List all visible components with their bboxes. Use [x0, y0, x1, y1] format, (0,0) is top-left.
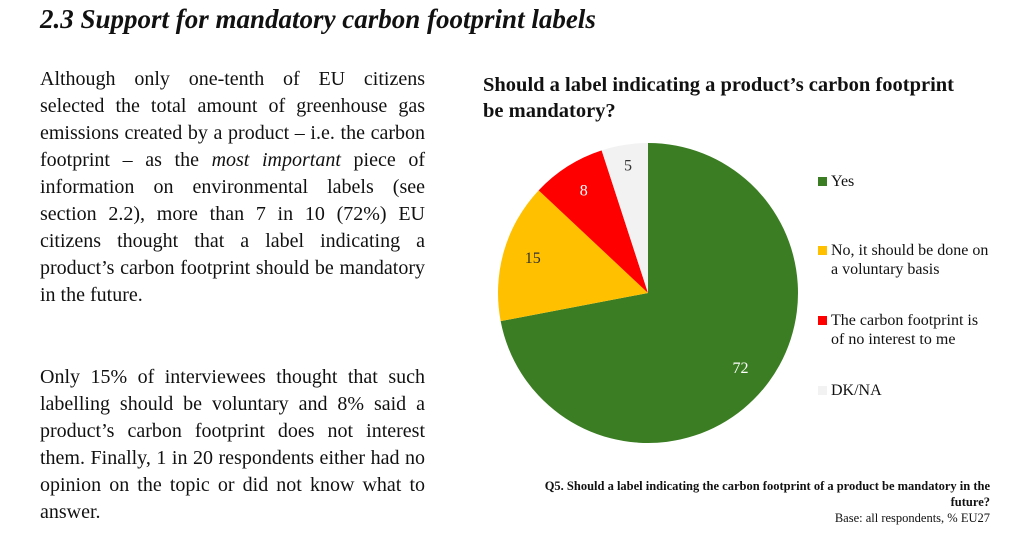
data-label: 15 — [525, 250, 541, 267]
legend-swatch — [818, 386, 827, 395]
legend-item: Yes — [818, 172, 993, 191]
pie-slice — [538, 150, 648, 293]
legend-label: The carbon footprint is of no interest t… — [831, 312, 979, 348]
legend-item: The carbon footprint is of no interest t… — [818, 311, 993, 349]
data-label: 5 — [624, 158, 632, 175]
legend-swatch — [818, 177, 827, 186]
paragraph: Although only one-tenth of EU citizens s… — [40, 66, 425, 309]
paragraph: Only 15% of interviewees thought that su… — [40, 364, 425, 526]
legend-label: No, it should be done on a voluntary bas… — [831, 242, 989, 278]
text: piece of information on environmental la… — [40, 149, 425, 306]
legend-label: Yes — [831, 173, 855, 190]
notes: Q5. Should a label indicating the carbon… — [540, 478, 990, 526]
emphasis: most important — [211, 149, 341, 171]
pie-slice — [500, 143, 798, 444]
data-label: 72 — [732, 360, 748, 377]
section-title: 2.3 Support for mandatory carbon footpri… — [40, 4, 596, 34]
text: Although only one-tenth of EU citizens s… — [40, 68, 425, 171]
note: Q5. Should a label indicating the carbon… — [544, 479, 990, 509]
chart-title: Should a label indicating a product’s ca… — [483, 74, 955, 122]
data-label: 8 — [580, 182, 588, 199]
legend-swatch — [818, 316, 827, 325]
pie-slice — [601, 143, 648, 293]
note: Base: all respondents, % EU27 — [834, 511, 990, 525]
legend-item: No, it should be done on a voluntary bas… — [818, 241, 993, 279]
text: Only 15% of interviewees thought that su… — [40, 366, 425, 523]
legend-swatch — [818, 246, 827, 255]
legend-label: DK/NA — [831, 382, 882, 399]
pie-slice — [498, 190, 648, 322]
legend-item: DK/NA — [818, 381, 993, 400]
